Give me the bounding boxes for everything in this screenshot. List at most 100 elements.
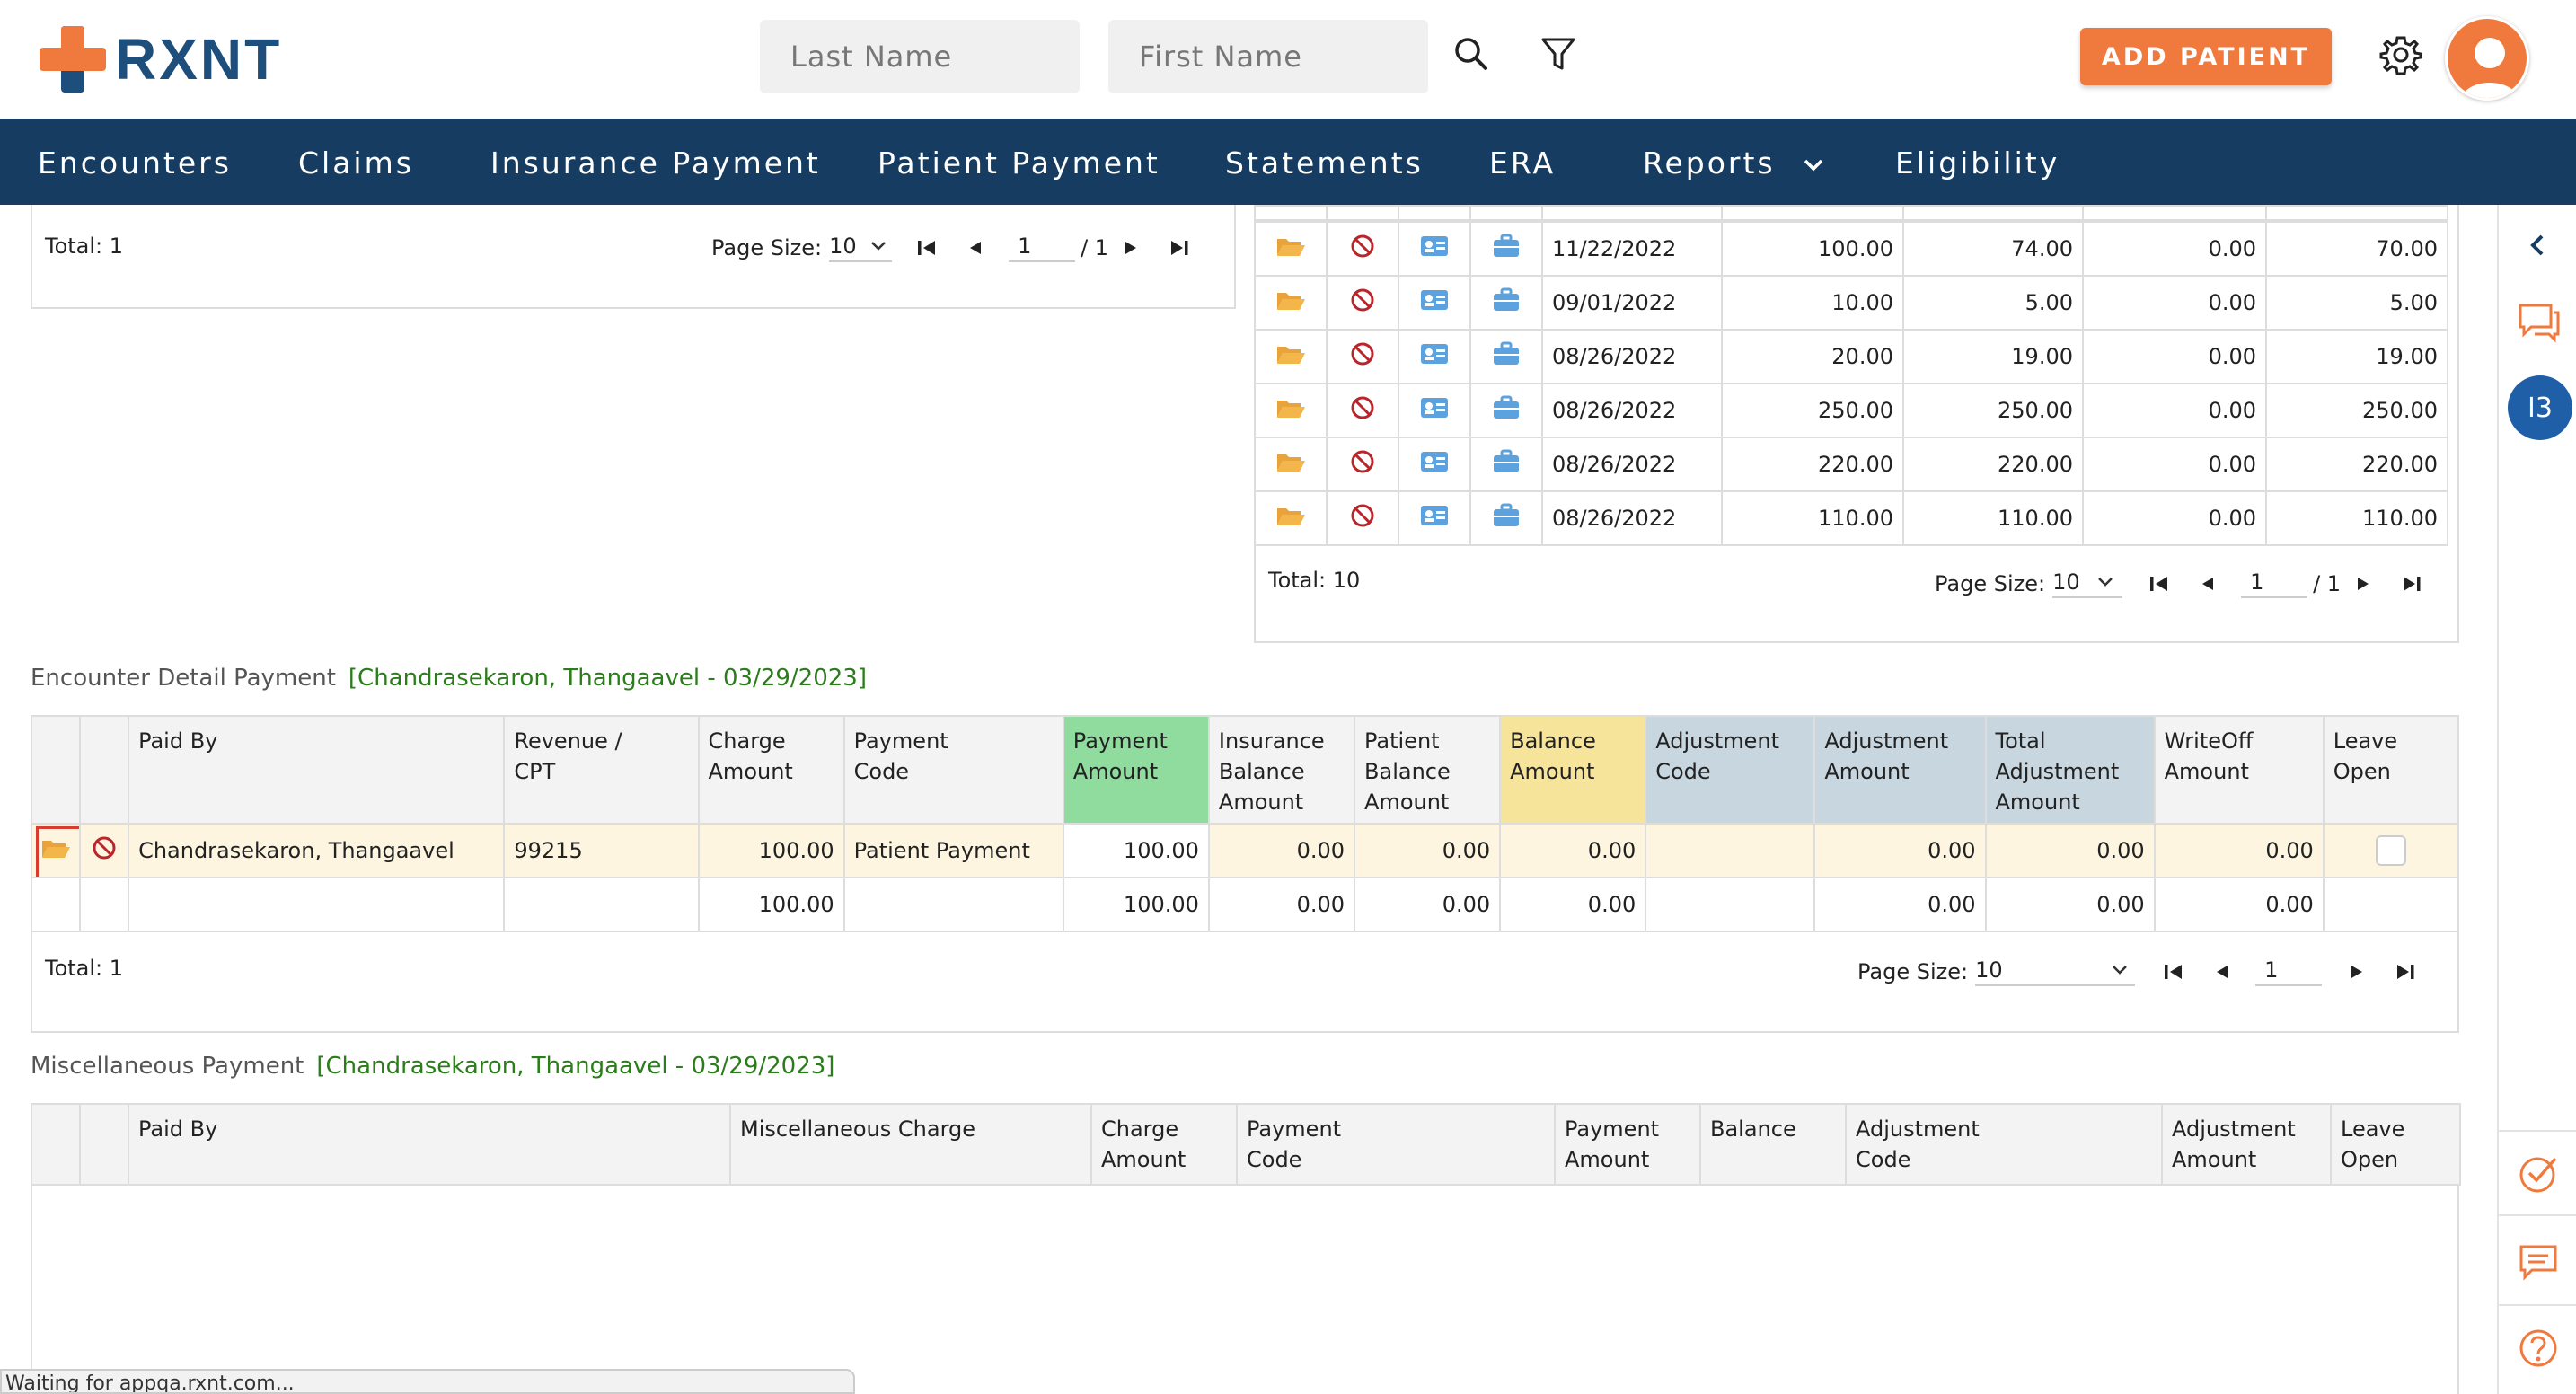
briefcase-icon[interactable] xyxy=(1492,395,1521,420)
briefcase-cell[interactable] xyxy=(1469,383,1543,438)
page-size-select[interactable]: 10 xyxy=(1975,957,2136,986)
void-cell[interactable] xyxy=(1326,490,1399,546)
card-cell[interactable] xyxy=(1398,275,1471,331)
table-row[interactable]: 08/26/2022 220.00 220.00 0.00 220.00 xyxy=(1254,437,2448,492)
col-paid-by[interactable]: Paid By xyxy=(128,1103,731,1186)
gear-icon[interactable] xyxy=(2378,32,2423,77)
void-cell[interactable] xyxy=(1326,383,1399,438)
void-cell[interactable] xyxy=(79,823,130,878)
page-number-input[interactable]: 1 xyxy=(1009,234,1076,262)
col-balance-amount[interactable]: Balance Amount xyxy=(1499,715,1647,826)
nav-insurance-payment[interactable]: Insurance Payment xyxy=(490,146,821,181)
col-revenue-cpt[interactable]: Revenue / CPT xyxy=(503,715,700,826)
open-folder-cell[interactable] xyxy=(1254,383,1328,438)
card-cell[interactable] xyxy=(1398,490,1471,546)
page-size-select[interactable]: 10 xyxy=(829,234,893,262)
nav-patient-payment[interactable]: Patient Payment xyxy=(878,146,1160,181)
col-total-adjustment[interactable]: Total Adjustment Amount xyxy=(1984,715,2156,826)
last-page-icon[interactable] xyxy=(2400,573,2423,595)
adjustment-code-cell[interactable] xyxy=(1645,823,1816,878)
search-icon[interactable] xyxy=(1450,32,1495,77)
last-page-icon[interactable] xyxy=(2394,961,2417,983)
prev-page-icon[interactable] xyxy=(2212,961,2232,983)
col-leave-open[interactable]: Leave Open xyxy=(2322,715,2460,826)
cancel-prohibited-icon[interactable] xyxy=(1350,449,1375,474)
payment-amount-input[interactable]: 100.00 xyxy=(1062,823,1210,878)
add-patient-button[interactable]: ADD PATIENT xyxy=(2080,28,2332,85)
filter-icon[interactable] xyxy=(1536,32,1581,77)
first-page-icon[interactable] xyxy=(2148,573,2171,595)
prev-page-icon[interactable] xyxy=(966,237,985,259)
col-balance[interactable]: Balance xyxy=(1699,1103,1847,1186)
open-folder-cell[interactable] xyxy=(30,823,82,878)
user-avatar[interactable] xyxy=(2445,16,2529,101)
chat-bubbles-icon[interactable] xyxy=(2499,298,2576,345)
user-initials-badge[interactable]: I3 xyxy=(2508,375,2572,440)
first-name-input[interactable] xyxy=(1108,20,1428,93)
nav-era[interactable]: ERA xyxy=(1489,146,1557,181)
void-cell[interactable] xyxy=(1326,329,1399,384)
col-payment-code[interactable]: Payment Code xyxy=(1236,1103,1556,1186)
briefcase-cell[interactable] xyxy=(1469,221,1543,277)
id-card-icon[interactable] xyxy=(1419,288,1450,312)
col-adjustment-code[interactable]: Adjustment Code xyxy=(1645,715,1816,826)
col-insurance-balance[interactable]: Insurance Balance Amount xyxy=(1207,715,1356,826)
nav-encounters[interactable]: Encounters xyxy=(38,146,232,181)
open-folder-icon[interactable] xyxy=(1275,234,1306,259)
open-folder-icon[interactable] xyxy=(1275,341,1306,366)
cancel-prohibited-icon[interactable] xyxy=(1350,287,1375,313)
cancel-prohibited-icon[interactable] xyxy=(1350,234,1375,259)
message-icon[interactable] xyxy=(2499,1243,2576,1281)
briefcase-cell[interactable] xyxy=(1469,490,1543,546)
open-folder-icon[interactable] xyxy=(1275,395,1306,420)
void-cell[interactable] xyxy=(1326,437,1399,492)
open-folder-cell[interactable] xyxy=(1254,275,1328,331)
payment-code-cell[interactable]: Patient Payment xyxy=(842,823,1064,878)
open-folder-cell[interactable] xyxy=(1254,221,1328,277)
col-adjustment-code[interactable]: Adjustment Code xyxy=(1845,1103,2163,1186)
page-number-input[interactable]: 1 xyxy=(2241,569,2308,598)
first-page-icon[interactable] xyxy=(2162,961,2185,983)
briefcase-icon[interactable] xyxy=(1492,234,1521,259)
next-page-icon[interactable] xyxy=(1121,237,1141,259)
open-folder-cell[interactable] xyxy=(1254,490,1328,546)
nav-claims[interactable]: Claims xyxy=(298,146,414,181)
table-row[interactable]: 09/01/2022 10.00 5.00 0.00 5.00 xyxy=(1254,275,2448,331)
briefcase-cell[interactable] xyxy=(1469,275,1543,331)
page-number-input[interactable]: 1 xyxy=(2255,957,2323,986)
last-name-input[interactable] xyxy=(760,20,1080,93)
col-adjustment-amount[interactable]: Adjustment Amount xyxy=(1813,715,1987,826)
adjustment-amount-cell[interactable]: 0.00 xyxy=(1813,823,1987,878)
table-row[interactable]: 08/26/2022 110.00 110.00 0.00 110.00 xyxy=(1254,490,2448,546)
cancel-prohibited-icon[interactable] xyxy=(92,835,117,860)
id-card-icon[interactable] xyxy=(1419,342,1450,366)
id-card-icon[interactable] xyxy=(1419,234,1450,258)
cancel-prohibited-icon[interactable] xyxy=(1350,341,1375,366)
table-row[interactable]: 11/22/2022 100.00 74.00 0.00 70.00 xyxy=(1254,221,2448,277)
leave-open-cell[interactable] xyxy=(2322,823,2460,878)
next-page-icon[interactable] xyxy=(2353,573,2373,595)
nav-statements[interactable]: Statements xyxy=(1225,146,1424,181)
open-folder-cell[interactable] xyxy=(1254,437,1328,492)
col-misc-charge[interactable]: Miscellaneous Charge xyxy=(729,1103,1092,1186)
open-folder-cell[interactable] xyxy=(1254,329,1328,384)
open-folder-icon[interactable] xyxy=(1275,287,1306,313)
briefcase-icon[interactable] xyxy=(1492,287,1521,313)
id-card-icon[interactable] xyxy=(1419,450,1450,473)
briefcase-cell[interactable] xyxy=(1469,437,1543,492)
col-charge-amount[interactable]: Charge Amount xyxy=(1090,1103,1238,1186)
col-adjustment-amount[interactable]: Adjustment Amount xyxy=(2161,1103,2332,1186)
card-cell[interactable] xyxy=(1398,329,1471,384)
prev-page-icon[interactable] xyxy=(2198,573,2218,595)
writeoff-cell[interactable]: 0.00 xyxy=(2153,823,2325,878)
first-page-icon[interactable] xyxy=(915,237,939,259)
void-cell[interactable] xyxy=(1326,275,1399,331)
col-payment-amount[interactable]: Payment Amount xyxy=(1554,1103,1701,1186)
briefcase-icon[interactable] xyxy=(1492,449,1521,474)
id-card-icon[interactable] xyxy=(1419,504,1450,527)
card-cell[interactable] xyxy=(1398,437,1471,492)
rxnt-logo[interactable]: RXNT xyxy=(40,25,282,93)
next-page-icon[interactable] xyxy=(2347,961,2367,983)
col-paid-by[interactable]: Paid By xyxy=(128,715,506,826)
leave-open-checkbox[interactable] xyxy=(2375,835,2406,866)
